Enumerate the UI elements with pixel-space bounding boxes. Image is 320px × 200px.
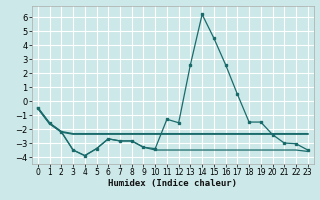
X-axis label: Humidex (Indice chaleur): Humidex (Indice chaleur): [108, 179, 237, 188]
